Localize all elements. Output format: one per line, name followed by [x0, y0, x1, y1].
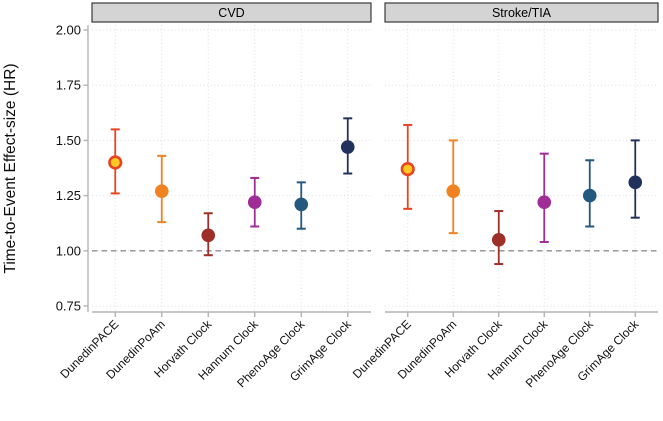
data-point	[628, 175, 643, 190]
point-range-hannum-clock	[537, 152, 552, 243]
y-tick-label: 1.25	[56, 188, 81, 203]
gridlines-layer	[92, 25, 658, 312]
point-range-grimage-clock	[340, 117, 355, 175]
point-range-hannum-clock	[247, 176, 262, 228]
y-tick-label: 0.75	[56, 299, 81, 314]
point-range-dunedinpoam	[154, 154, 169, 224]
y-tick-label: 1.75	[56, 78, 81, 93]
data-point	[400, 162, 415, 177]
y-axis-title: Time-to-Event Effect-size (HR)	[2, 63, 19, 273]
point-range-horvath-clock	[491, 210, 506, 266]
point-range-dunedinpace	[400, 123, 415, 210]
data-point	[108, 155, 123, 170]
data-point	[247, 195, 262, 210]
data-point	[340, 140, 355, 154]
data-point	[154, 184, 169, 198]
data-point	[582, 188, 597, 203]
y-tick-label: 1.00	[56, 243, 81, 258]
point-range-phenoage-clock	[582, 159, 597, 228]
y-tick-label: 1.50	[56, 133, 81, 148]
panel-header-stroke-tia-label: Stroke/TIA	[492, 6, 552, 20]
axes-layer: 2.001.751.501.251.000.75DunedinPACEDuned…	[56, 23, 658, 390]
data-marks-layer	[108, 117, 643, 266]
point-range-dunedinpace	[108, 128, 123, 195]
data-point	[446, 184, 461, 198]
data-point	[294, 197, 309, 212]
panel-header-cvd-label: CVD	[218, 6, 244, 20]
panel-header-cvd	[91, 2, 372, 23]
data-point	[201, 228, 216, 243]
panel-header-stroke-tia	[384, 2, 659, 23]
data-point	[537, 195, 552, 210]
point-range-grimage-clock	[628, 139, 643, 219]
point-range-dunedinpoam	[446, 139, 461, 235]
data-point	[491, 232, 506, 247]
point-range-phenoage-clock	[294, 181, 309, 230]
point-range-horvath-clock	[201, 212, 216, 257]
y-tick-label: 2.00	[56, 23, 81, 38]
